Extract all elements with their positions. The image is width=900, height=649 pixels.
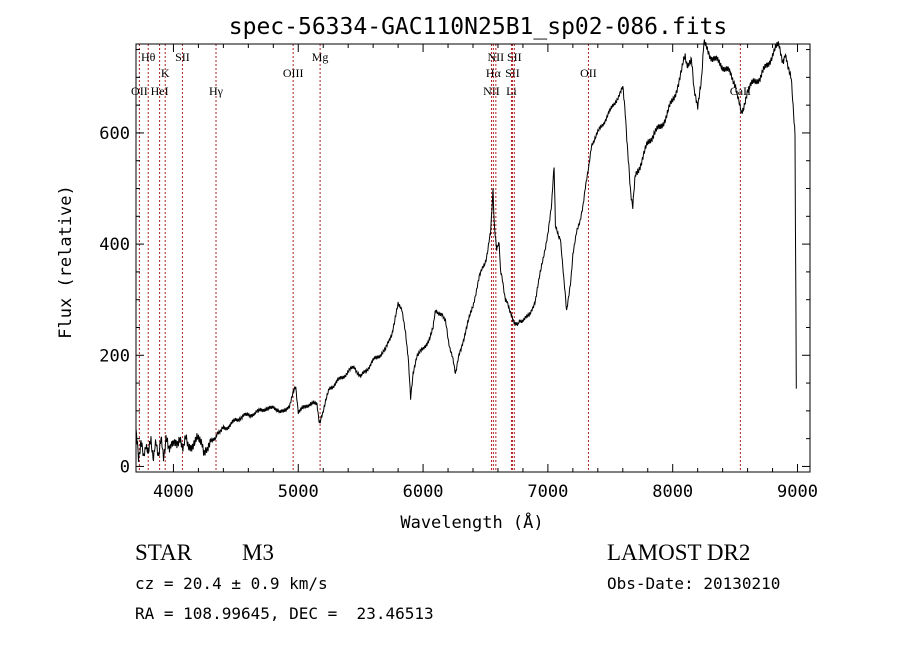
x-tick-label: 6000	[403, 482, 444, 502]
emission-line-label: NII	[488, 50, 505, 64]
y-axis-label: Flux (relative)	[56, 185, 76, 339]
x-tick-label: 8000	[652, 482, 693, 502]
survey-name: LAMOST DR2	[607, 540, 751, 565]
emission-line-label: SII	[505, 66, 520, 80]
emission-line-label: OII	[131, 84, 148, 98]
plot-frame	[135, 43, 811, 473]
y-tick-label: 200	[99, 346, 130, 366]
coordinates: RA = 108.99645, DEC = 23.46513	[135, 604, 434, 623]
x-axis-label: Wavelength (Å)	[400, 511, 543, 533]
emission-line-label: OIII	[283, 66, 304, 80]
y-tick-label: 600	[99, 124, 130, 144]
emission-line-label: SII	[175, 50, 190, 64]
object-class: STAR	[135, 540, 192, 565]
emission-line-label: SII	[507, 50, 522, 64]
emission-line-label: Mg	[312, 50, 329, 64]
emission-line-label: CaII	[730, 84, 751, 98]
obs-date: Obs-Date: 20130210	[607, 574, 781, 593]
redshift-cz: cz = 20.4 ± 0.9 km/s	[135, 574, 328, 593]
emission-line-label: K	[161, 66, 170, 80]
emission-line-label: OII	[580, 66, 597, 80]
object-subclass: M3	[242, 540, 274, 565]
chart-title: spec-56334-GAC110N25B1_sp02-086.fits	[229, 14, 728, 40]
spectrum-line	[135, 39, 797, 462]
x-tick-label: 7000	[527, 482, 568, 502]
axis-ticks: 4000 5000 6000 7000 8000 9000 0 200 400 600	[99, 44, 818, 502]
emission-line-label: NII	[483, 84, 500, 98]
x-tick-label: 5000	[278, 482, 319, 502]
emission-line-label: Hγ	[209, 84, 224, 98]
emission-line-label: Hα	[486, 66, 502, 80]
y-tick-label: 0	[120, 457, 130, 477]
emission-line-label: Hθ	[141, 50, 156, 64]
x-tick-label: 9000	[777, 482, 818, 502]
x-tick-label: 4000	[153, 482, 194, 502]
emission-line-label: HeI	[151, 84, 169, 98]
emission-line-label: Li	[506, 84, 517, 98]
y-tick-label: 400	[99, 235, 130, 255]
